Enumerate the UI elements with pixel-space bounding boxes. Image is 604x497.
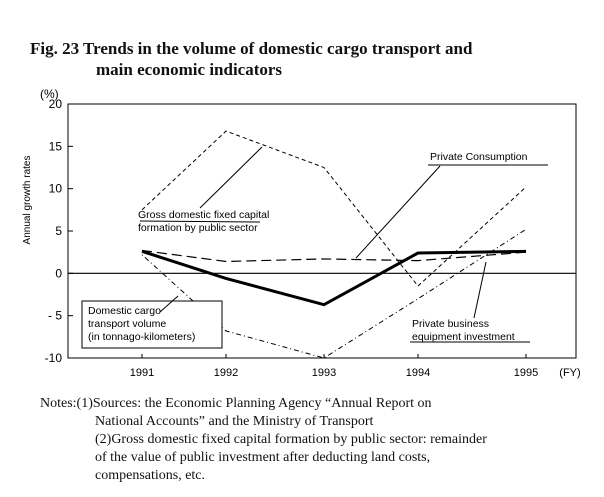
chart-title-line1: Fig. 23 Trends in the volume of domestic… (30, 39, 473, 58)
chart-title-line2: main economic indicators (96, 60, 283, 79)
y-axis-label: Annual growth rates (22, 156, 33, 245)
annotation-public-capital-pointer (199, 146, 263, 209)
y-tick-label: 20 (49, 97, 63, 111)
annotation-private-consumption: Private Consumption (430, 151, 528, 163)
note-line-5: compensations, etc. (95, 468, 206, 483)
chart-axes: 20 15 10 5 0 - 5 -10 (%) Annual growth rates 1991… (22, 87, 581, 379)
x-tick-label: 1994 (406, 367, 430, 379)
series-line-1 (141, 130, 527, 287)
notes: Notes:(1)Sources: the Economic Planning … (40, 395, 600, 485)
annotation-public-capital-underline (139, 220, 261, 223)
y-tick-label: 0 (55, 266, 62, 280)
x-tick-label: 1995 (514, 367, 538, 379)
note-line-1: Notes:(1)Sources: the Economic Planning … (40, 396, 432, 411)
y-tick-label: -10 (45, 351, 63, 365)
x-tick-label: 1992 (214, 367, 238, 379)
y-unit-label: (%) (40, 87, 59, 101)
annotation-cargo-volume-box (81, 300, 223, 349)
x-unit-label: (FY) (559, 367, 580, 379)
annotation-private-consumption-pointer (355, 165, 441, 259)
chart-series (141, 130, 527, 359)
x-tick-label: 1991 (130, 367, 154, 379)
note-line-2: National Accounts” and the Ministry of T… (95, 414, 374, 429)
annotation-private-equipment-text: Private business (412, 318, 489, 330)
annotation-private-equipment-text: equipment investment (412, 331, 515, 343)
series-line-2 (141, 249, 527, 263)
annotation-cargo-volume-text: Domestic cargo (88, 305, 161, 317)
annotation-public-capital-text: Gross domestic fixed capital (138, 209, 269, 221)
annotation-private-consumption-text: Private Consumption (430, 151, 528, 163)
annotation-public-capital-text: formation by public sector (138, 222, 258, 234)
annotation-cargo-volume-pointer (159, 295, 179, 313)
chart-title: Fig. 23 Trends in the volume of domestic… (30, 38, 600, 80)
annotation-cargo-volume-text: (in tonnago-kilometers) (88, 331, 195, 343)
x-tick-label: 1993 (312, 367, 336, 379)
y-tick-label: 15 (49, 139, 63, 153)
series-line-0 (141, 249, 527, 307)
note-line-4: of the value of public investment after … (95, 450, 431, 465)
y-tick-label: 10 (49, 182, 63, 196)
note-line-3: (2)Gross domestic fixed capital formatio… (95, 432, 487, 447)
y-tick-label: - 5 (48, 309, 62, 323)
annotation-private-equipment-pointer (473, 261, 487, 319)
chart-svg: 20 15 10 5 0 - 5 -10 (%) Annual growth rates 1991… (22, 87, 581, 379)
annotation-cargo-volume-text: transport volume (88, 318, 166, 330)
y-tick-label: 5 (55, 224, 62, 238)
